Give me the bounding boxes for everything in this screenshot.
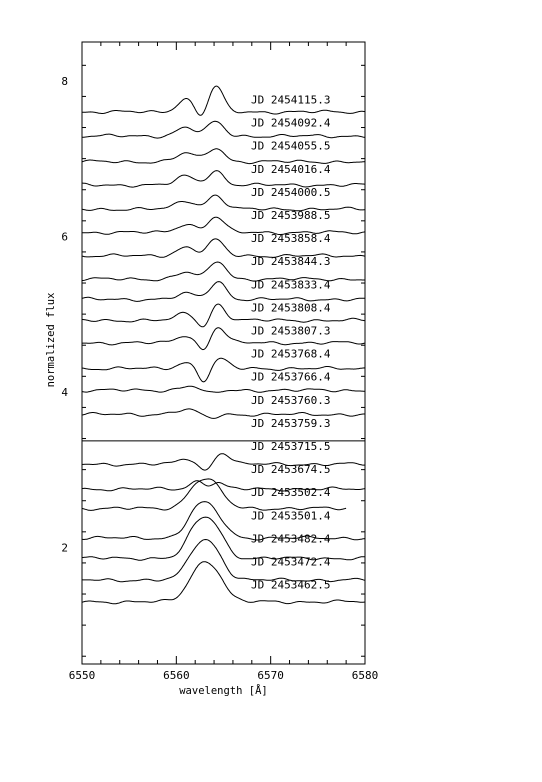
plot-frame: [81, 41, 366, 665]
x-tick-label: 6560: [163, 669, 190, 682]
spectrum-line: [81, 478, 347, 511]
spectrum-line: [81, 453, 366, 471]
jd-label: JD 2453988.5: [251, 209, 330, 222]
y-axis-label: normalized flux: [45, 293, 57, 388]
x-axis-label: wavelength [Å]: [179, 684, 268, 697]
spectrum-line: [82, 216, 366, 235]
spectrum-line: [81, 385, 366, 393]
spectrum-line: [81, 408, 366, 419]
spectrum-line: [81, 194, 366, 212]
x-tick-label: 6550: [69, 669, 96, 682]
spectrum-line: [81, 480, 366, 492]
spectrum-line: [82, 120, 366, 139]
spectra-lines: [81, 85, 366, 605]
spectrum-line: [81, 238, 366, 258]
x-tick-label: 6570: [257, 669, 284, 682]
jd-label: JD 2453482.4: [251, 532, 331, 545]
spectrum-line: [82, 501, 366, 541]
jd-label: JD 2453808.4: [251, 301, 331, 314]
jd-label: JD 2454115.3: [251, 94, 330, 107]
spectrum-line: [82, 170, 365, 188]
y-tick-label: 8: [61, 75, 68, 88]
jd-label: JD 2453844.3: [251, 255, 330, 268]
jd-label: JD 2453674.5: [251, 463, 330, 476]
spectrum-line: [81, 357, 366, 383]
y-tick-label: 4: [61, 386, 68, 399]
spectrum-line: [81, 561, 366, 605]
jd-labels: JD 2454115.3 JD 2454092.4 JD 2454055.5 JD 2…: [251, 94, 331, 592]
axis-ticks: [81, 42, 366, 664]
jd-label: JD 2453502.4: [251, 486, 331, 499]
spectrum-line: [81, 261, 365, 282]
axis-tick-labels: 6550 6560 6570 6580 2 4 6 8: [61, 75, 378, 682]
jd-label: JD 2454055.5: [251, 140, 330, 153]
spectrum-line: [81, 538, 366, 583]
jd-label: JD 2453759.3: [251, 417, 330, 430]
jd-label: JD 2453462.5: [251, 579, 330, 592]
spectrum-line: [81, 303, 365, 328]
jd-label: JD 2453807.3: [251, 325, 330, 338]
spectrum-line: [81, 148, 366, 165]
jd-label: JD 2453472.4: [251, 556, 331, 569]
spectrum-line: [82, 85, 366, 116]
jd-label: JD 2453501.4: [251, 509, 331, 522]
spectrum-line: [81, 516, 366, 561]
x-tick-label: 6580: [352, 669, 379, 682]
jd-label: JD 2453715.5: [251, 440, 330, 453]
jd-label: JD 2453833.4: [251, 278, 331, 291]
jd-label: JD 2453760.3: [251, 394, 330, 407]
spectrum-line: [81, 281, 365, 302]
jd-label: JD 2454092.4: [251, 117, 331, 130]
y-tick-label: 6: [61, 230, 68, 243]
jd-label: JD 2453766.4: [251, 371, 331, 384]
y-tick-label: 2: [61, 541, 68, 554]
spectrum-line: [81, 327, 366, 351]
jd-label: JD 2454016.4: [251, 163, 331, 176]
jd-label: JD 2453858.4: [251, 232, 331, 245]
jd-label: JD 2454000.5: [251, 186, 330, 199]
jd-label: JD 2453768.4: [251, 348, 331, 361]
